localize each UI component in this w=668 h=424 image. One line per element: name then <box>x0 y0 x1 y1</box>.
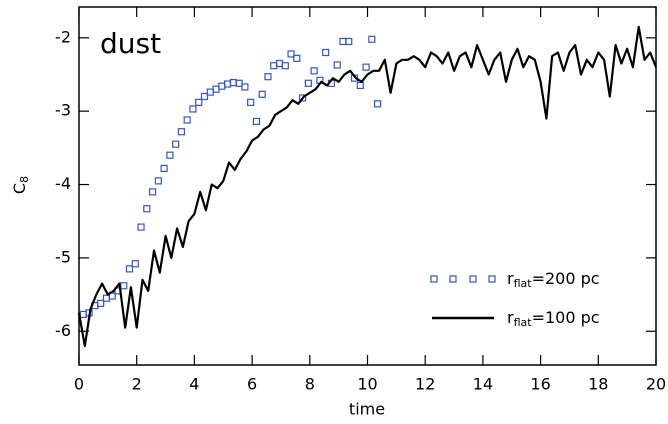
scatter-point <box>304 79 312 87</box>
x-axis-label: time <box>349 400 385 419</box>
scatter-point <box>154 177 162 185</box>
scatter-point <box>281 62 289 70</box>
scatter-point <box>189 105 197 113</box>
scatter-point <box>160 164 168 172</box>
legend-name-tail: =200 pc <box>532 269 600 288</box>
legend-symbol <box>430 275 438 283</box>
scatter-point <box>218 82 226 90</box>
scatter-point <box>252 117 261 126</box>
scatter-point <box>125 265 134 273</box>
scatter-point <box>148 188 157 196</box>
scatter-point <box>229 78 237 87</box>
y-tick-label: -3 <box>55 101 71 120</box>
scatter-point <box>206 88 214 96</box>
scatter-point <box>264 73 272 81</box>
scatter-point <box>183 116 191 124</box>
scatter-point <box>362 63 370 71</box>
scatter-point <box>258 90 266 98</box>
x-tick-label: 0 <box>74 375 84 394</box>
y-label-sub: 8 <box>18 176 31 183</box>
scatter-point <box>298 94 307 102</box>
scatter-point <box>287 50 295 58</box>
scatter-point <box>166 151 174 159</box>
y-tick-label: -4 <box>55 174 71 193</box>
legend-label: rflat=200 pc <box>507 269 600 291</box>
scatter-point <box>373 100 382 108</box>
legend-label: rflat=100 pc <box>507 308 600 330</box>
scatter-point <box>270 62 278 70</box>
x-tick-label: 4 <box>189 375 199 394</box>
scatter-point <box>247 98 255 106</box>
line-series <box>77 25 658 347</box>
scatter-point <box>97 299 105 307</box>
x-tick-label: 14 <box>473 375 493 394</box>
scatter-point <box>212 85 220 93</box>
x-tick-label: 2 <box>132 375 142 394</box>
scatter-point <box>200 92 209 101</box>
legend-name-sub: flat <box>514 277 533 290</box>
scatter-point <box>241 83 249 91</box>
y-tick-label: -6 <box>55 321 71 340</box>
legend-symbol <box>469 275 477 283</box>
scatter-point <box>137 223 145 231</box>
x-tick-label: 8 <box>305 375 315 394</box>
scatter-point <box>322 48 330 57</box>
scatter-point <box>223 80 232 88</box>
scatter-point <box>235 79 243 87</box>
scatter-point <box>79 310 87 318</box>
x-tick-label: 20 <box>646 375 666 394</box>
scatter-point <box>368 35 376 43</box>
legend-name: r <box>507 269 514 288</box>
scatter-point <box>143 205 151 213</box>
x-tick-label: 18 <box>588 375 608 394</box>
scatter-point <box>310 67 318 75</box>
scatter-point <box>339 37 347 46</box>
scatter-point <box>120 282 128 290</box>
x-tick-label: 6 <box>247 375 257 394</box>
legend-name-tail: =100 pc <box>532 308 600 327</box>
scatter-point <box>293 54 301 62</box>
scatter-point <box>345 37 353 46</box>
scatter-point <box>356 81 364 90</box>
x-tick-label: 12 <box>415 375 435 394</box>
x-tick-label: 10 <box>357 375 377 394</box>
scatter-point <box>275 59 284 68</box>
y-label-main: C <box>10 183 29 194</box>
scatter-point <box>172 140 180 148</box>
y-tick-label: -2 <box>55 27 71 46</box>
scatter-point <box>102 294 111 302</box>
legend-name: r <box>507 308 514 327</box>
annotation: dust <box>100 27 161 60</box>
scatter-point <box>177 128 186 136</box>
legend-symbol <box>488 275 496 283</box>
legend-symbol <box>449 275 457 283</box>
legend-name-sub: flat <box>514 316 533 329</box>
scatter-point <box>131 260 139 268</box>
scatter-point <box>333 61 341 69</box>
y-tick-label: -5 <box>55 247 71 266</box>
y-axis-label: C8 <box>10 176 32 194</box>
scatter-point <box>195 98 203 106</box>
x-tick-label: 16 <box>530 375 550 394</box>
